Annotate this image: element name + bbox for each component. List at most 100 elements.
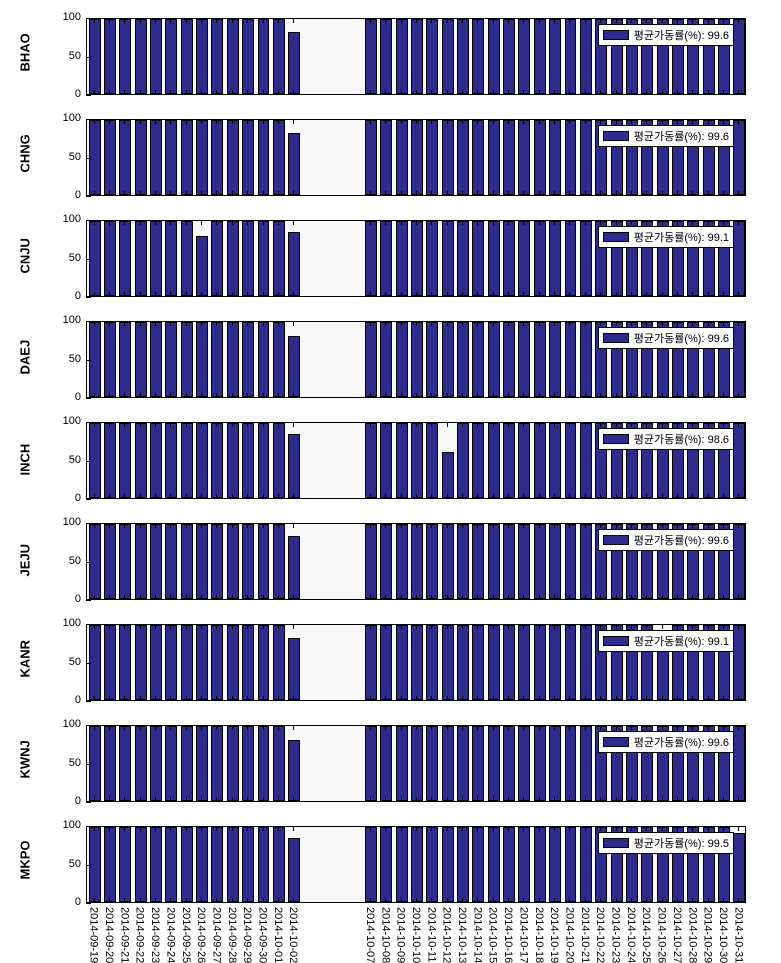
xtick-top xyxy=(600,523,601,528)
legend: 평균가동률(%): 99.6 xyxy=(598,327,734,349)
bar xyxy=(365,524,377,599)
xtick-top xyxy=(523,321,524,326)
xtick-top xyxy=(170,523,171,528)
bar xyxy=(457,19,469,94)
bar xyxy=(211,524,223,599)
bar xyxy=(411,423,423,498)
xtick-line xyxy=(554,898,555,903)
xtick-top xyxy=(201,523,202,528)
bar xyxy=(150,120,162,195)
xtick-line xyxy=(170,90,171,95)
legend-text: 평균가동률(%): 99.6 xyxy=(634,532,729,548)
bar xyxy=(242,120,254,195)
ytick-label: 100 xyxy=(53,314,81,326)
xtick-top xyxy=(370,826,371,831)
xtick-top xyxy=(677,220,678,225)
xtick-line xyxy=(462,595,463,600)
xtick-top xyxy=(600,321,601,326)
xtick-top xyxy=(140,725,141,730)
xtick-line xyxy=(216,696,217,701)
xtick-top xyxy=(569,422,570,427)
xtick-line xyxy=(692,90,693,95)
xtick-line xyxy=(385,393,386,398)
xtick-line xyxy=(738,90,739,95)
xtick-top xyxy=(232,725,233,730)
xtick-top xyxy=(477,119,478,124)
ytick-label: 50 xyxy=(53,454,81,466)
xtick-top xyxy=(94,18,95,23)
xtick-top xyxy=(692,725,693,730)
xtick-top xyxy=(554,624,555,629)
bar xyxy=(518,322,530,397)
bar xyxy=(365,19,377,94)
xtick-line xyxy=(723,797,724,802)
xtick-top xyxy=(493,119,494,124)
xtick-top xyxy=(293,220,294,225)
bar xyxy=(503,120,515,195)
xtick-line xyxy=(600,898,601,903)
legend-swatch xyxy=(603,434,629,444)
xtick-line xyxy=(477,898,478,903)
ytick-line xyxy=(86,562,91,563)
xtick-top xyxy=(738,826,739,831)
xtick-top xyxy=(124,523,125,528)
xtick-label: 2014-10-16 xyxy=(502,907,514,963)
xtick-line xyxy=(94,90,95,95)
xtick-top xyxy=(370,725,371,730)
ytick-line xyxy=(86,398,91,399)
legend-swatch xyxy=(603,737,629,747)
xtick-line xyxy=(616,797,617,802)
xtick-line xyxy=(370,292,371,297)
xtick-line xyxy=(692,494,693,499)
xtick-top xyxy=(447,422,448,427)
ytick-line xyxy=(86,158,91,159)
xtick-top xyxy=(662,624,663,629)
xtick-top xyxy=(416,725,417,730)
bar xyxy=(503,827,515,902)
xtick-line xyxy=(477,292,478,297)
xtick-top xyxy=(508,523,509,528)
xtick-line xyxy=(431,797,432,802)
xtick-line xyxy=(232,90,233,95)
xtick-top xyxy=(477,624,478,629)
xtick-line xyxy=(646,393,647,398)
xtick-top xyxy=(416,624,417,629)
xtick-line xyxy=(692,191,693,196)
xtick-top xyxy=(616,422,617,427)
bar xyxy=(273,221,285,296)
xtick-top xyxy=(508,119,509,124)
xtick-top xyxy=(631,725,632,730)
xtick-line xyxy=(140,90,141,95)
bar xyxy=(165,524,177,599)
bar xyxy=(196,726,208,801)
xtick-line xyxy=(462,797,463,802)
bar xyxy=(472,827,484,902)
ytick-line xyxy=(86,461,91,462)
xtick-line xyxy=(186,90,187,95)
xtick-top xyxy=(447,119,448,124)
xtick-line xyxy=(723,696,724,701)
legend-text: 평균가동률(%): 99.6 xyxy=(634,734,729,750)
bar xyxy=(472,120,484,195)
bar xyxy=(518,625,530,700)
ytick-label: 0 xyxy=(53,391,81,403)
bar xyxy=(165,221,177,296)
xtick-top xyxy=(109,624,110,629)
xtick-top xyxy=(523,826,524,831)
bar xyxy=(457,423,469,498)
bar xyxy=(196,120,208,195)
xtick-line xyxy=(140,696,141,701)
xtick-top xyxy=(477,422,478,427)
xtick-line xyxy=(493,292,494,297)
xtick-line xyxy=(493,90,494,95)
xtick-line xyxy=(646,191,647,196)
xtick-top xyxy=(370,220,371,225)
ytick-line xyxy=(86,119,91,120)
ytick-label: 50 xyxy=(53,757,81,769)
xtick-label: 2014-10-09 xyxy=(395,907,407,963)
xtick-top xyxy=(247,119,248,124)
ytick-label: 100 xyxy=(53,11,81,23)
xtick-top xyxy=(662,523,663,528)
xtick-line xyxy=(94,494,95,499)
xtick-top xyxy=(401,220,402,225)
